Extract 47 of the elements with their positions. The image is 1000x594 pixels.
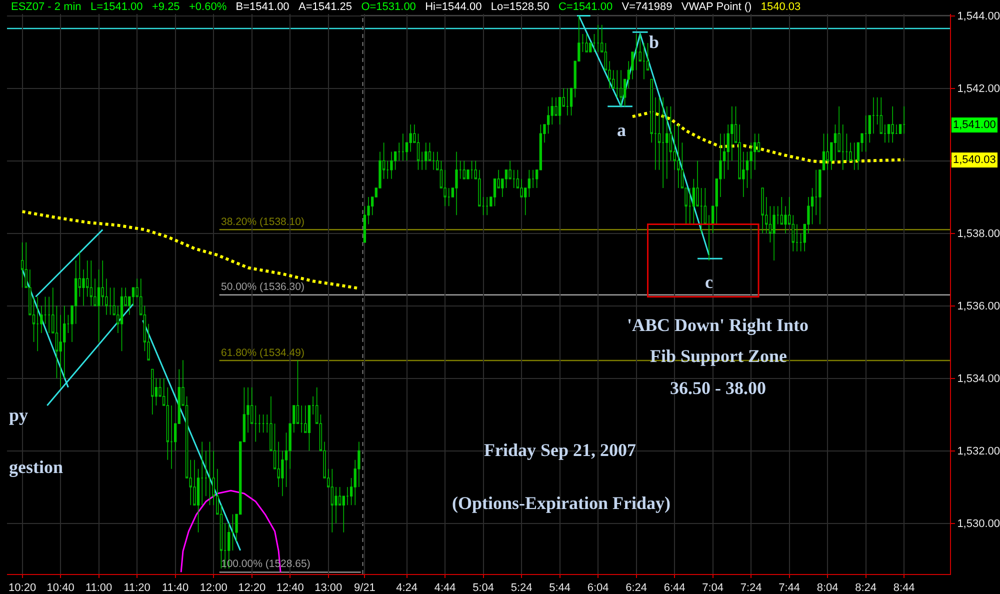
annotation: Fib Support Zone (650, 346, 788, 366)
x-tick-label: 8:04 (816, 582, 838, 594)
x-tick-label: 8:24 (855, 582, 877, 594)
x-tick-label: 10:20 (8, 582, 36, 594)
annotation: Friday Sep 21, 2007 (484, 440, 636, 460)
x-tick-label: 9/21 (354, 582, 376, 594)
x-tick-label: 8:44 (893, 582, 915, 594)
x-tick-label: 10:40 (46, 582, 74, 594)
x-tick-label: 12:40 (276, 582, 304, 594)
chart-title: ESZ07 - 2 min L=1541.00 +9.25 +0.60% B=1541.00 A=1541.25 O=1531.00 Hi=1544.00 Lo=1528.50 C=1541.00 V=741989 VWAP Point () 1540.03 (11, 1, 801, 13)
x-tick-label: 5:24 (510, 582, 532, 594)
annotation: gestion (9, 457, 63, 477)
ref-line-label: 38.20% (1538.10) (221, 216, 304, 228)
annotation: b (649, 32, 660, 52)
y-tick-label: 1,534.00 (957, 373, 1000, 386)
x-tick-label: 6:44 (664, 582, 686, 594)
y-tick-label: 1,544.00 (957, 10, 1000, 23)
x-tick-label: 6:04 (587, 582, 609, 594)
y-tick-label: 1,542.00 (957, 83, 1000, 96)
y-tick-label: 1,538.00 (957, 228, 1000, 240)
x-tick-label: 6:24 (626, 582, 648, 594)
x-tick-label: 4:24 (396, 582, 418, 594)
annotation: (Options-Expiration Friday) (452, 493, 671, 513)
annotation: 'ABC Down' Right Into (627, 315, 809, 335)
text: 1,540.03 (953, 154, 996, 166)
x-tick-label: 7:04 (702, 582, 724, 594)
x-tick-label: 4:44 (434, 582, 456, 594)
x-tick-label: 13:00 (314, 582, 342, 594)
x-tick-label: 5:04 (472, 582, 494, 594)
x-tick-label: 7:24 (740, 582, 762, 594)
ref-line-label: 50.00% (1536.30) (221, 281, 304, 293)
x-tick-label: 12:00 (200, 582, 228, 594)
x-tick-label: 7:44 (778, 582, 800, 594)
x-tick-label: 11:20 (124, 582, 150, 594)
text: 1,541.00 (953, 119, 996, 131)
x-tick-label: 5:44 (549, 582, 571, 594)
x-tick-label: 11:40 (162, 582, 189, 594)
y-tick-label: 1,532.00 (957, 446, 1000, 458)
annotation: py (9, 405, 28, 425)
y-tick-label: 1,536.00 (957, 300, 1000, 313)
ref-line-label: 61.80% (1534.49) (221, 347, 304, 359)
x-tick-label: 11:00 (85, 582, 112, 594)
annotation: a (617, 120, 626, 140)
y-tick-label: 1,530.00 (957, 518, 1000, 530)
annotation: c (705, 272, 713, 292)
x-tick-label: 12:20 (238, 582, 266, 594)
annotation: 36.50 - 38.00 (670, 378, 766, 398)
